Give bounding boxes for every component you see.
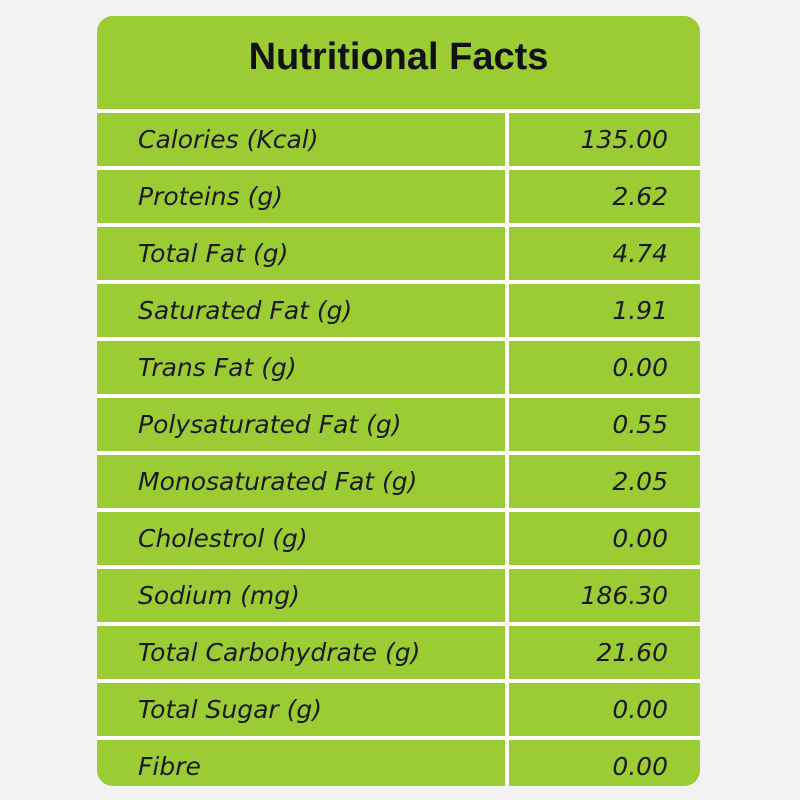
- nutrition-facts-panel: Nutritional Facts Calories (Kcal) 135.00 P…: [97, 16, 700, 786]
- table-row: Cholestrol (g) 0.00: [97, 512, 700, 565]
- nutrient-value: 0.00: [509, 341, 700, 394]
- nutrient-value: 0.00: [509, 740, 700, 786]
- table-row: Sodium (mg) 186.30: [97, 569, 700, 622]
- nutrient-value: 2.05: [509, 455, 700, 508]
- table-row: Total Sugar (g) 0.00: [97, 683, 700, 736]
- nutrient-value: 135.00: [509, 113, 700, 166]
- table-row: Calories (Kcal) 135.00: [97, 113, 700, 166]
- nutrient-value: 0.00: [509, 683, 700, 736]
- nutrient-label: Total Fat (g): [97, 227, 505, 280]
- nutrient-value: 21.60: [509, 626, 700, 679]
- nutrient-label: Trans Fat (g): [97, 341, 505, 394]
- nutrient-value: 0.55: [509, 398, 700, 451]
- nutrient-value: 0.00: [509, 512, 700, 565]
- table-row: Trans Fat (g) 0.00: [97, 341, 700, 394]
- table-row: Monosaturated Fat (g) 2.05: [97, 455, 700, 508]
- nutrient-label: Sodium (mg): [97, 569, 505, 622]
- nutrient-label: Calories (Kcal): [97, 113, 505, 166]
- table-row: Polysaturated Fat (g) 0.55: [97, 398, 700, 451]
- nutrient-label: Polysaturated Fat (g): [97, 398, 505, 451]
- nutrient-label: Monosaturated Fat (g): [97, 455, 505, 508]
- nutrient-label: Proteins (g): [97, 170, 505, 223]
- nutrient-label: Saturated Fat (g): [97, 284, 505, 337]
- table-row: Total Carbohydrate (g) 21.60: [97, 626, 700, 679]
- nutrient-value: 4.74: [509, 227, 700, 280]
- table-row: Fibre 0.00: [97, 740, 700, 786]
- nutrient-value: 2.62: [509, 170, 700, 223]
- nutrition-table: Calories (Kcal) 135.00 Proteins (g) 2.62 Tot…: [97, 113, 700, 786]
- nutrient-label: Cholestrol (g): [97, 512, 505, 565]
- nutrient-label: Total Carbohydrate (g): [97, 626, 505, 679]
- page-title: Nutritional Facts: [248, 35, 549, 78]
- table-row: Total Fat (g) 4.74: [97, 227, 700, 280]
- nutrient-value: 186.30: [509, 569, 700, 622]
- table-row: Saturated Fat (g) 1.91: [97, 284, 700, 337]
- table-row: Proteins (g) 2.62: [97, 170, 700, 223]
- nutrient-value: 1.91: [509, 284, 700, 337]
- nutrient-label: Fibre: [97, 740, 505, 786]
- nutrient-label: Total Sugar (g): [97, 683, 505, 736]
